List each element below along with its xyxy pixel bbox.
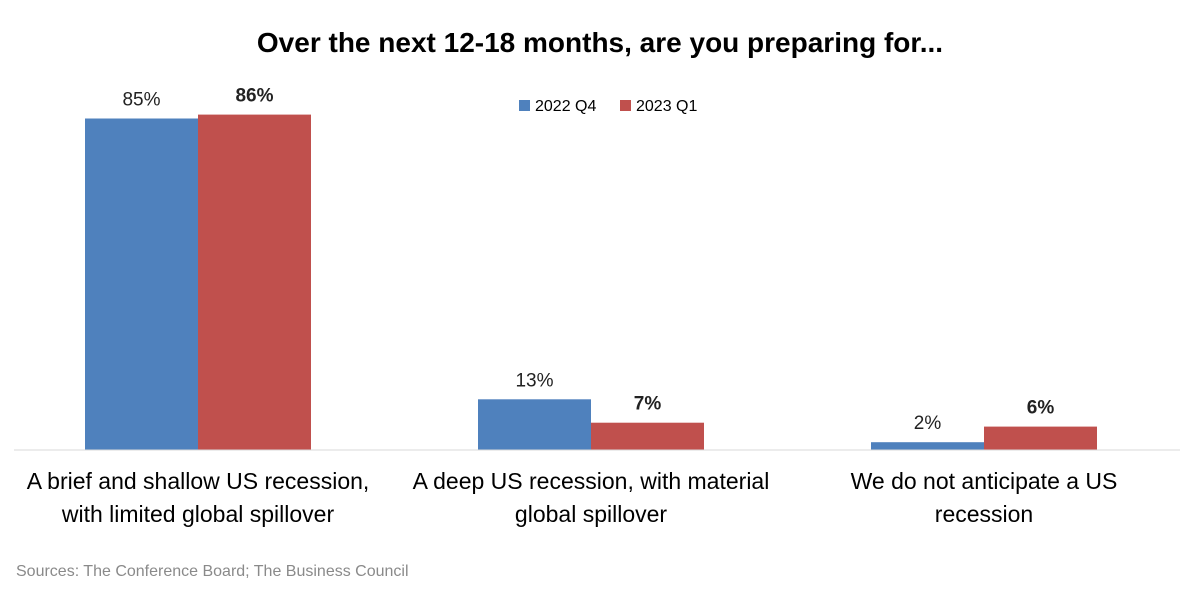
value-label-3-series-2: 6% [1027,398,1055,419]
value-label-3-series-1: 2% [914,413,942,434]
bar-2-series-2 [591,422,704,450]
legend-swatch-2023-q1 [620,100,631,111]
legend-label-2023-q1: 2023 Q1 [636,98,697,115]
value-label-2-series-1: 13% [515,370,553,391]
category-label-1-line-1: A brief and shallow US recession, [27,468,370,494]
legend: 2022 Q4 2023 Q1 [519,98,697,115]
category-label-2-line-2: global spillover [515,501,667,527]
category-label-3-line-2: recession [935,501,1033,527]
bar-3-series-2 [984,426,1097,450]
value-label-1-series-2: 86% [235,86,273,107]
category-labels-group: A brief and shallow US recession, with li… [27,468,1118,527]
category-label-2-line-1: A deep US recession, with material [413,468,770,494]
bar-3-series-1 [871,442,984,450]
category-label-1-line-2: with limited global spillover [61,501,335,527]
legend-label-2022-q4: 2022 Q4 [535,98,596,115]
value-label-2-series-2: 7% [634,394,662,415]
chart-title: Over the next 12-18 months, are you prep… [257,27,943,58]
value-labels-group: 85% 86% 13% 7% 2% 6% [122,86,1054,435]
source-note: Sources: The Conference Board; The Busin… [16,563,409,580]
bar-1-series-2 [198,114,311,450]
bars-group [85,114,1097,450]
bar-1-series-1 [85,118,198,450]
legend-swatch-2022-q4 [519,100,530,111]
bar-2-series-1 [478,399,591,450]
value-label-1-series-1: 85% [122,90,160,111]
category-label-3-line-1: We do not anticipate a US [851,468,1118,494]
